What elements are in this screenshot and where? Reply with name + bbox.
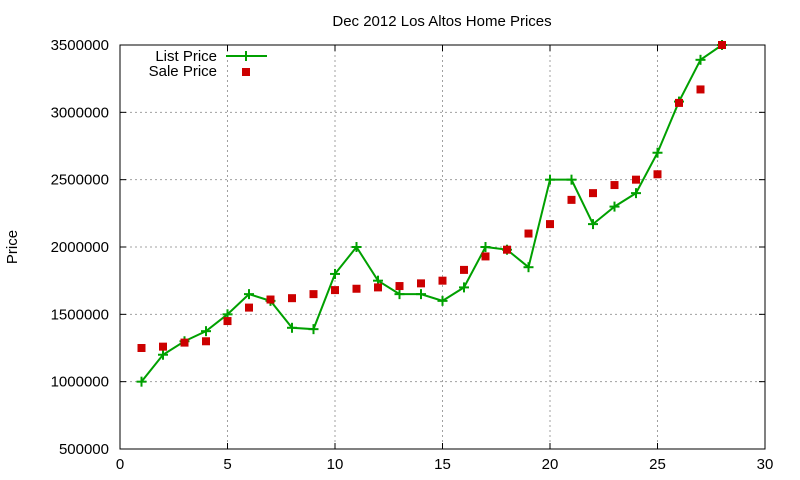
x-tick-label: 20 [542,456,559,473]
x-tick-label: 15 [434,456,451,473]
x-tick-label: 5 [223,456,231,473]
sale-price-point [524,229,533,238]
list-price-point [588,219,598,230]
chart-title: Dec 2012 Los Altos Home Prices [332,13,551,30]
y-tick-label: 1000000 [51,374,109,391]
sale-price-point [718,41,726,49]
axis-ticks: 0 5 10 15 20 25 30 500000 1000000 1500000 2000000 2… [51,37,774,473]
list-price-point [545,174,555,185]
y-tick-label: 3500000 [51,37,109,54]
sale-price-point [266,295,275,304]
sale-price-point [137,344,146,352]
y-tick-label: 1500000 [51,306,109,323]
list-price-point [566,174,577,185]
sale-price-point [546,220,554,229]
list-price-point [330,268,340,279]
list-price-line [140,44,723,383]
list-price-point [523,262,534,273]
list-price-point [308,324,319,335]
sale-price-point [309,290,318,299]
list-price-point [695,54,706,65]
y-tick-label: 500000 [59,441,109,458]
list-price-point [437,295,448,306]
legend: List Price Sale Price [149,48,267,80]
sale-price-point [632,175,640,184]
list-price-point [351,242,362,252]
sale-price-point [374,283,382,292]
sale-price-point [610,181,619,190]
sale-price-point [245,303,253,312]
list-price-point [416,289,426,300]
list-price-point [394,289,405,300]
list-price-point [244,289,254,300]
sale-price-point [288,294,296,303]
sale-price-point [696,85,705,94]
list-price-point [158,349,168,360]
sale-price-point [417,279,425,288]
series-layer [136,40,727,387]
y-axis-label: Price [4,230,21,264]
list-price-point [201,326,211,337]
sale-price-point [202,337,210,346]
sale-price-point [438,276,447,285]
list-price-point [136,376,147,387]
list-price-point [459,282,469,293]
list-price-point [287,322,297,333]
sale-price-point [180,338,189,347]
x-tick-label: 10 [327,456,344,473]
list-price-point [480,242,491,252]
list-price-point [652,147,663,158]
sale-price-point [352,284,361,293]
sale-price-point [223,317,232,326]
legend-label-list-price: List Price [155,48,217,65]
sale-price-point [395,282,404,291]
grid [120,45,765,449]
sale-price-point [675,98,683,107]
sale-price-point [589,189,597,198]
sale-price-point [460,265,468,274]
sale-price-point [331,286,339,295]
x-tick-label: 30 [757,456,774,473]
sale-price-point [159,342,167,351]
list-price-point [631,188,641,199]
sale-price-point [481,252,490,261]
x-tick-label: 0 [116,456,124,473]
legend-marker-sale-price [242,68,250,76]
legend-marker-list-price [241,51,251,61]
y-tick-label: 2500000 [51,172,109,189]
y-tick-label: 2000000 [51,239,109,256]
sale-price-point [503,245,511,254]
sale-price-point [653,170,662,179]
legend-label-sale-price: Sale Price [149,63,217,80]
list-price-point [609,201,620,212]
x-tick-label: 25 [649,456,666,473]
y-tick-label: 3000000 [51,104,109,121]
sale-price-point [567,195,576,204]
